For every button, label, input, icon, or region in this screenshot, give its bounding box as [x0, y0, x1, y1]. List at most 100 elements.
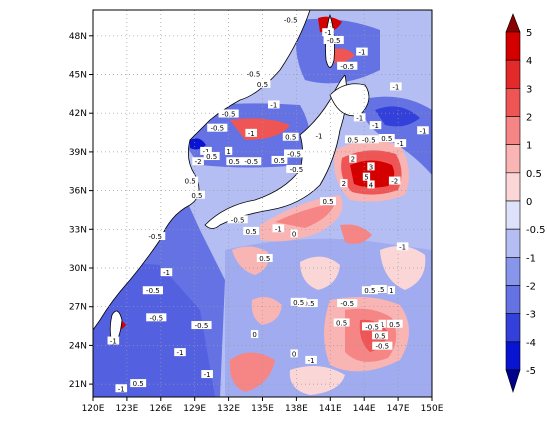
contour-label: -0.5 — [145, 232, 166, 241]
contour-label-bg — [182, 176, 199, 185]
contour-label: 0.5 — [370, 284, 387, 294]
contour-label: 0.5 — [386, 319, 403, 329]
contour-label-bg — [372, 341, 393, 350]
contour-label-bg — [243, 226, 260, 235]
contour-label-text: 1 — [380, 321, 384, 329]
contour-label-bg — [358, 135, 379, 144]
contour-label-text: -0.5 — [231, 216, 245, 224]
contour-label-bg — [333, 318, 350, 327]
contour-label-bg — [367, 180, 375, 189]
contour-label-text: -1 — [397, 140, 404, 148]
contour-label-bg — [367, 162, 375, 171]
contour-label: -0.5 — [337, 299, 358, 308]
contour-label: -0.5 — [280, 15, 301, 24]
contour-label-text: 0.5 — [364, 287, 375, 295]
contour-label-text: -0.5 — [195, 322, 209, 330]
contour-label-bg — [174, 348, 186, 357]
contour-label-bg — [207, 123, 228, 132]
contour-label: 0.5 — [361, 286, 378, 295]
contour-label: -0.5 — [284, 149, 305, 158]
lon-tick-label: 129E — [183, 404, 206, 414]
colorbar-swatch — [505, 285, 521, 314]
contour-label: 0.5 — [243, 226, 260, 236]
contour-label: 0.5 — [130, 379, 147, 388]
colorbar-label: 4 — [526, 56, 532, 67]
colorbar-swatch — [505, 31, 521, 61]
contour-label-text: 0.5 — [206, 153, 217, 161]
contour-label-bg — [282, 132, 299, 141]
contour-label-bg — [286, 164, 307, 173]
contour-label-text: -0.5 — [287, 150, 301, 158]
colorbar-label: -2 — [526, 282, 536, 293]
lon-tick-label: 126E — [149, 404, 172, 414]
contour-label-text: -0.5 — [375, 343, 389, 351]
contour-label: 1 — [387, 286, 395, 295]
contour-label-text: -1 — [203, 148, 210, 156]
contour-label: -1 — [356, 47, 368, 57]
colorbar-swatch — [505, 172, 521, 202]
contour-label: -1 — [245, 128, 257, 138]
contour-label-text: 3 — [369, 163, 373, 171]
contour-label: 0.5 — [256, 253, 273, 263]
contour-label-bg — [305, 355, 317, 364]
contour-label-bg — [340, 179, 348, 188]
contour-label-bg — [243, 69, 264, 78]
contour-label-bg — [356, 47, 368, 56]
colorbar-swatch — [505, 116, 521, 145]
contour-label-text: -0.5 — [362, 136, 376, 144]
contour-label-text: -1 — [204, 371, 211, 379]
contour-label-text: -0.5 — [222, 110, 236, 118]
contour-label: -0.5 — [323, 35, 344, 45]
contour-label: 0.5 — [254, 79, 271, 89]
lon-tick-label: 132E — [217, 404, 240, 414]
latitude-ticks: 21N 24N 27N 30N 33N 36N 39N 42N 45N 48N — [69, 32, 93, 390]
lon-tick-label: 141E — [319, 404, 342, 414]
contour-label-bg — [191, 321, 212, 330]
contour-label: 0.5 — [290, 297, 307, 307]
contour-label-bg — [107, 336, 120, 345]
contour-label: 2 — [349, 154, 357, 164]
contour-label: -0.5 — [297, 299, 318, 308]
contour-label-text: 0.5 — [133, 380, 144, 388]
contour-label-bg — [192, 157, 204, 166]
colorbar-swatch — [505, 59, 521, 89]
contour-label-text: 4 — [369, 181, 374, 189]
contour-label-text: 0.5 — [285, 134, 296, 142]
contour-label-text: -1 — [270, 101, 277, 109]
contour-label-bg — [227, 215, 248, 224]
contour-label-bg — [203, 152, 220, 161]
contour-label-bg — [189, 190, 205, 199]
contour-label-text: 0 — [292, 350, 296, 358]
contour-label: -1 — [268, 100, 280, 109]
colorbar-swatch — [505, 144, 521, 174]
contour-label-text: -2 — [391, 178, 398, 186]
lon-tick-label: 123E — [115, 404, 138, 414]
contour-label-bg — [245, 128, 257, 137]
contour-label-text: -1 — [316, 132, 323, 140]
contour-label: 0 — [250, 330, 259, 339]
contour-label-text: 0 — [252, 331, 256, 339]
contour-label: -0.5 — [227, 215, 248, 224]
contour-label-bg — [290, 229, 298, 238]
contour-label-text: -1 — [163, 269, 170, 277]
contour-label-text: -1 — [275, 225, 282, 233]
contour-label-bg — [250, 330, 259, 339]
contour-label-text: 0.5 — [389, 321, 400, 329]
contour-label: -0.5 — [243, 69, 264, 79]
contour-label-bg — [337, 61, 358, 70]
contour-label-text: -1 — [110, 338, 117, 346]
contour-label-bg — [272, 224, 285, 233]
contour-label: -0.5 — [241, 157, 262, 166]
contour-label-text: 0.5 — [381, 135, 392, 143]
contour-label: 0.5 — [226, 157, 243, 166]
lat-tick-label: 30N — [69, 264, 87, 274]
lat-tick-label: 27N — [69, 303, 87, 313]
contour-label-bg — [268, 100, 280, 109]
contour-label-text: -0.5 — [146, 287, 160, 295]
contour-label-text: 0.5 — [347, 136, 358, 144]
colorbar-label: 0 — [526, 197, 532, 208]
contour-label-bg — [130, 379, 147, 388]
colorbar-swatch — [505, 341, 521, 371]
contour-label: 0.5 — [182, 176, 199, 186]
